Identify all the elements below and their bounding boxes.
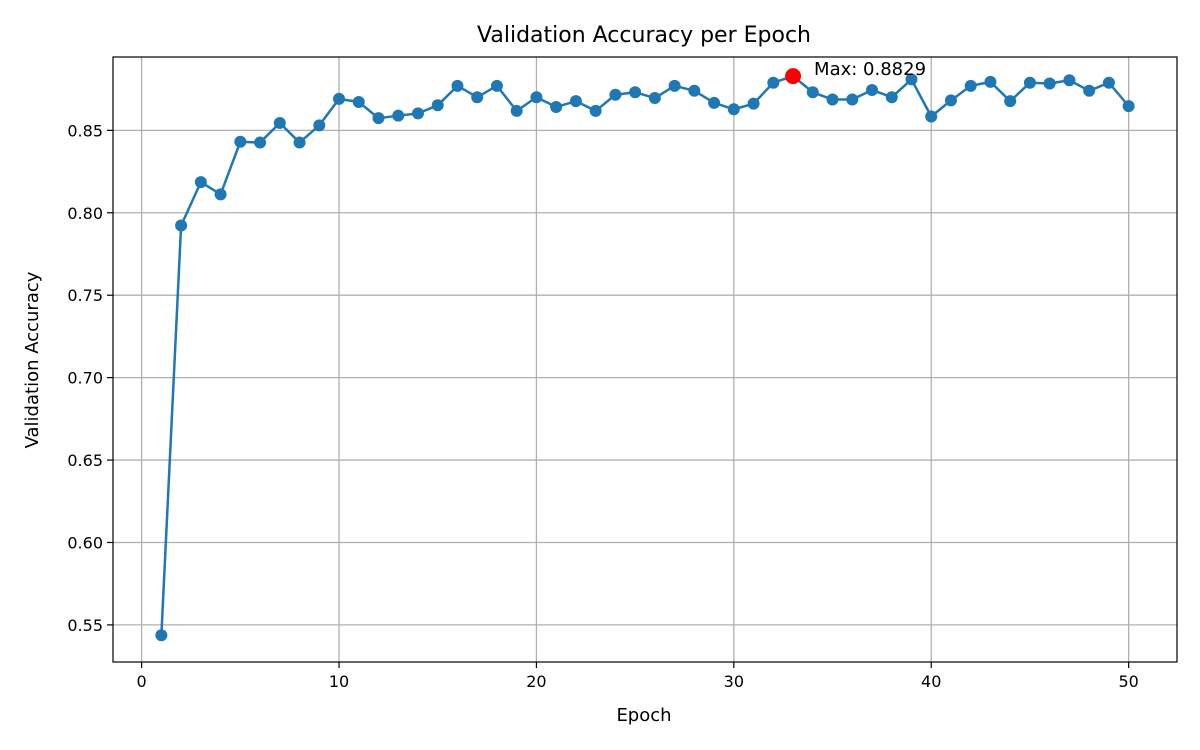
data-point (1102, 76, 1115, 89)
data-point (352, 96, 365, 109)
data-point (234, 135, 247, 148)
x-tick-label: 20 (526, 672, 546, 691)
data-point (727, 103, 740, 116)
y-tick-label: 0.85 (67, 121, 103, 140)
data-point (1063, 74, 1076, 87)
data-point (747, 97, 760, 110)
annotation-layer: Max: 0.8829 (785, 59, 926, 85)
series-layer (155, 70, 1135, 642)
data-point (905, 73, 918, 86)
y-tick-label: 0.75 (67, 286, 103, 305)
data-point (1023, 76, 1036, 89)
data-point (293, 136, 306, 149)
data-point (944, 94, 957, 107)
max-point-marker (785, 68, 802, 85)
data-point (569, 95, 582, 108)
y-tick-label: 0.60 (67, 533, 103, 552)
data-point (668, 79, 681, 92)
data-point (530, 91, 543, 104)
plot-frame (112, 56, 1178, 663)
data-point (214, 188, 227, 201)
y-tick-label: 0.70 (67, 369, 103, 388)
data-point (826, 93, 839, 106)
data-point (155, 629, 168, 642)
data-point (688, 84, 701, 97)
data-point (1083, 84, 1096, 97)
x-tick-label: 30 (724, 672, 744, 691)
data-point (629, 86, 642, 99)
data-point (1043, 77, 1056, 90)
data-point (175, 219, 188, 232)
data-point (254, 136, 267, 149)
data-point (885, 91, 898, 104)
data-point (806, 86, 819, 99)
data-point (1122, 100, 1135, 113)
data-point (313, 119, 326, 132)
series-line (160, 74, 1130, 636)
data-point (648, 92, 661, 105)
data-point (471, 91, 484, 104)
data-point (708, 96, 721, 109)
data-point (333, 92, 346, 105)
data-point (510, 104, 523, 117)
ticks-layer: 0 10 20 30 40 50 0.55 0.60 0.65 0.70 0.75 0.80 0.85 (67, 121, 1138, 691)
chart-title: Validation Accuracy per Epoch (477, 23, 811, 48)
max-annotation: Max: 0.8829 (814, 59, 926, 80)
data-point (550, 100, 563, 113)
data-point (411, 107, 424, 120)
y-axis-label: Validation Accuracy (22, 271, 43, 448)
data-point (490, 79, 503, 92)
x-tick-label: 0 (137, 672, 147, 691)
y-tick-label: 0.80 (67, 204, 103, 223)
data-point (609, 88, 622, 101)
y-tick-label: 0.55 (67, 616, 103, 635)
data-point (767, 76, 780, 89)
data-point (984, 75, 997, 88)
data-point (925, 110, 938, 123)
data-point (589, 104, 602, 117)
y-tick-label: 0.65 (67, 451, 103, 470)
data-point (1004, 95, 1017, 108)
data-point (451, 79, 464, 92)
x-axis-label: Epoch (616, 705, 671, 726)
x-tick-label: 50 (1118, 672, 1138, 691)
grid-layer (113, 57, 1177, 662)
data-point (846, 93, 859, 106)
x-tick-label: 40 (921, 672, 941, 691)
data-point (372, 112, 385, 125)
data-point (431, 99, 444, 112)
data-point (194, 176, 207, 189)
data-point (392, 109, 405, 122)
data-point (273, 116, 286, 129)
data-point (964, 79, 977, 92)
x-tick-label: 10 (329, 672, 349, 691)
data-point (866, 83, 879, 96)
